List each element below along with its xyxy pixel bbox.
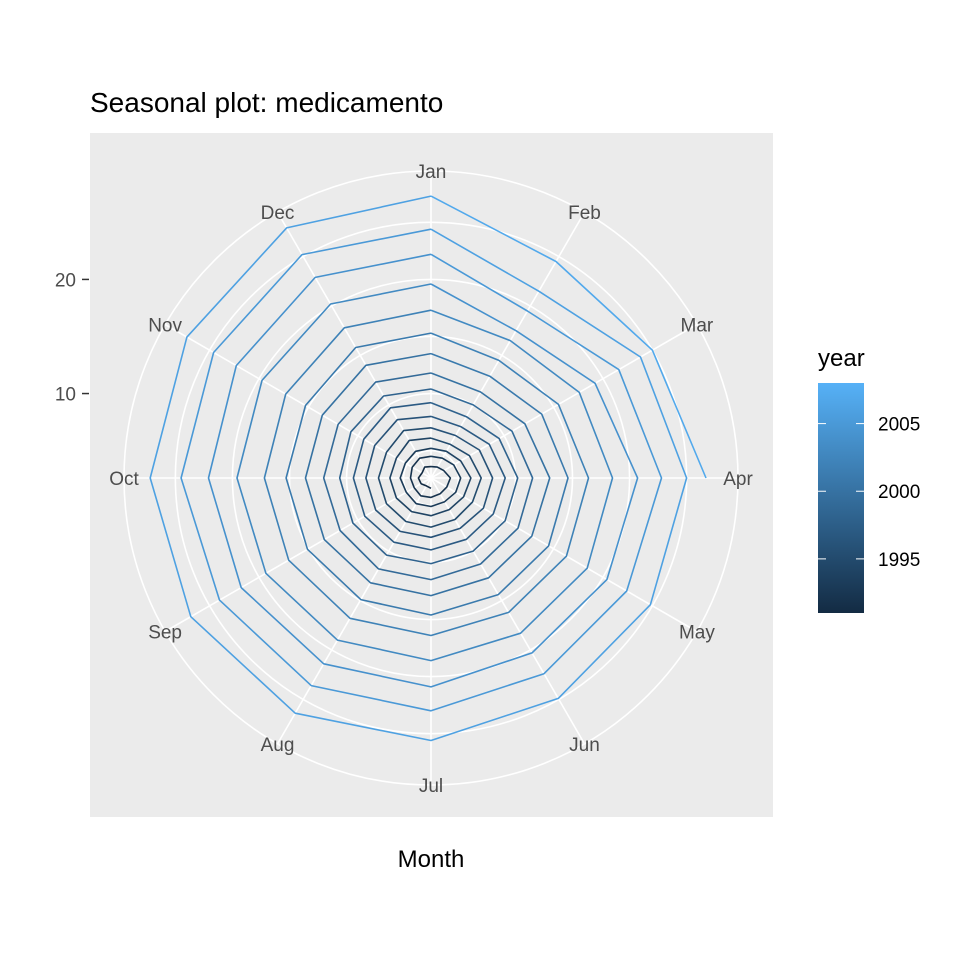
month-label-oct: Oct	[109, 469, 139, 490]
month-label-sep: Sep	[148, 623, 182, 644]
series-line-2003	[236, 283, 614, 662]
r-tick-label: 10	[55, 385, 76, 406]
series-line-2004	[207, 253, 639, 688]
grid-spoke	[430, 477, 586, 745]
series-line-1995	[377, 427, 482, 528]
grid-spoke	[430, 477, 698, 633]
month-label-nov: Nov	[148, 316, 182, 337]
series-line-2007	[430, 195, 707, 479]
series-line-1998	[338, 388, 519, 565]
legend-colorbar	[818, 383, 864, 613]
series-line-1999	[322, 372, 534, 581]
series-line-2005	[180, 228, 663, 712]
r-tick-label: 20	[55, 270, 76, 291]
chart-title: Seasonal plot: medicamento	[90, 87, 443, 118]
series-line-1991	[417, 465, 432, 490]
month-label-jul: Jul	[419, 776, 443, 797]
series-line-1992	[409, 455, 452, 499]
grid-spoke	[430, 211, 586, 479]
series-line-1997	[352, 401, 506, 551]
month-label-feb: Feb	[568, 203, 601, 224]
legend-tick-label: 1995	[878, 550, 920, 571]
grid-spoke	[276, 477, 432, 745]
series-lines	[149, 195, 707, 742]
month-label-jun: Jun	[569, 735, 600, 756]
series-line-2006	[149, 195, 688, 742]
series-line-2000	[304, 352, 551, 597]
legend-tick-label: 2005	[878, 415, 920, 436]
legend-tick-label: 2000	[878, 482, 920, 503]
series-line-1993	[399, 447, 462, 508]
legend: year 1995 2000 2005	[818, 345, 920, 613]
month-label-may: May	[679, 623, 715, 644]
grid-spoke	[276, 211, 432, 479]
radial-axis: 10 20	[55, 270, 89, 406]
series-line-1996	[365, 415, 494, 539]
month-label-jan: Jan	[416, 162, 447, 183]
month-label-aug: Aug	[261, 735, 295, 756]
series-line-1994	[389, 437, 472, 517]
series-line-2001	[285, 332, 569, 616]
x-axis-label: Month	[398, 846, 465, 873]
series-line-2002	[263, 309, 590, 637]
month-label-dec: Dec	[261, 203, 295, 224]
month-labels: Jan Feb Mar Apr May Jun Jul Aug Sep Oct Nov Dec	[109, 162, 753, 797]
month-label-mar: Mar	[681, 316, 714, 337]
month-label-apr: Apr	[723, 469, 753, 490]
legend-ticks: 1995 2000 2005	[818, 415, 920, 571]
legend-title: year	[818, 345, 865, 372]
